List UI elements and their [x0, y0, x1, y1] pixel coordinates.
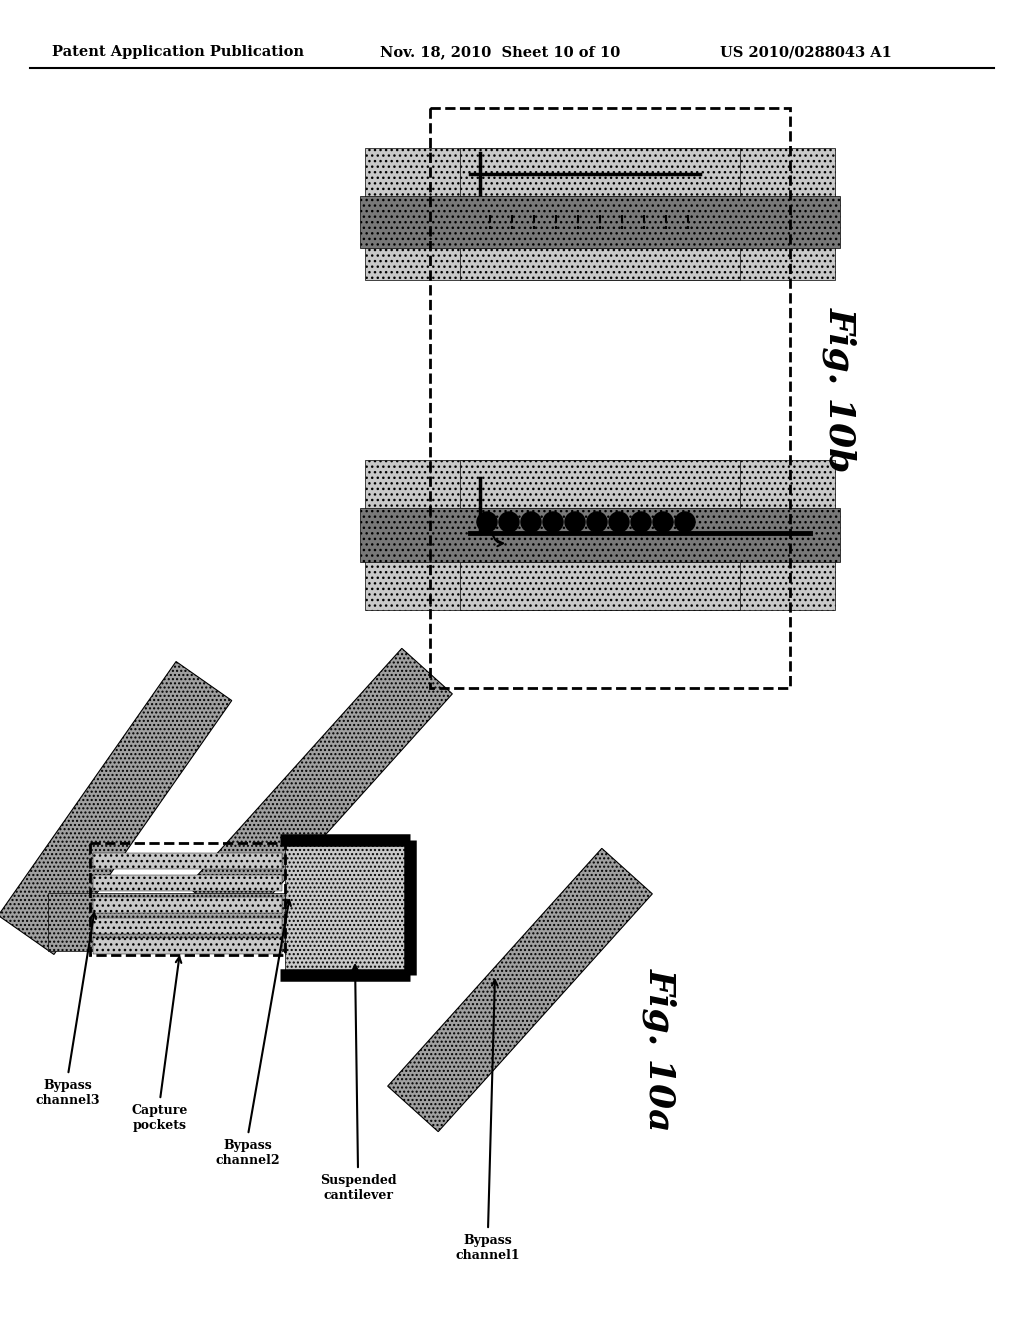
Text: US 2010/0288043 A1: US 2010/0288043 A1: [720, 45, 892, 59]
Polygon shape: [388, 849, 652, 1131]
Text: Bypass
channel1: Bypass channel1: [456, 1234, 520, 1262]
Text: Fig. 10a: Fig. 10a: [643, 969, 677, 1131]
Bar: [365, 148, 835, 280]
Text: Fig. 10b: Fig. 10b: [822, 308, 857, 473]
Bar: [285, 845, 406, 972]
Circle shape: [543, 512, 563, 532]
Circle shape: [675, 512, 695, 532]
Circle shape: [499, 512, 519, 532]
Bar: [430, 108, 790, 688]
Bar: [460, 148, 740, 195]
Text: Nov. 18, 2010  Sheet 10 of 10: Nov. 18, 2010 Sheet 10 of 10: [380, 45, 621, 59]
Polygon shape: [187, 648, 453, 932]
Text: Bypass
channel3: Bypass channel3: [36, 1078, 100, 1107]
Bar: [48, 894, 383, 950]
Text: Capture
pockets: Capture pockets: [132, 1104, 188, 1133]
Circle shape: [521, 512, 541, 532]
Bar: [90, 843, 285, 954]
Circle shape: [587, 512, 607, 532]
Circle shape: [653, 512, 673, 532]
Bar: [360, 508, 840, 562]
Bar: [365, 459, 835, 610]
Bar: [93, 939, 282, 954]
Polygon shape: [0, 661, 231, 954]
Circle shape: [565, 512, 585, 532]
Circle shape: [631, 512, 651, 532]
Bar: [93, 898, 282, 913]
Bar: [460, 248, 740, 280]
Bar: [93, 917, 282, 935]
Bar: [460, 562, 740, 610]
Text: Bypass
channel2: Bypass channel2: [216, 1139, 281, 1167]
Bar: [460, 459, 740, 508]
Text: Patent Application Publication: Patent Application Publication: [52, 45, 304, 59]
Bar: [360, 195, 840, 248]
Circle shape: [477, 512, 497, 532]
Bar: [93, 853, 282, 869]
Circle shape: [609, 512, 629, 532]
Text: Suspended
cantilever: Suspended cantilever: [319, 1173, 396, 1203]
Bar: [93, 875, 282, 891]
Bar: [285, 894, 415, 948]
